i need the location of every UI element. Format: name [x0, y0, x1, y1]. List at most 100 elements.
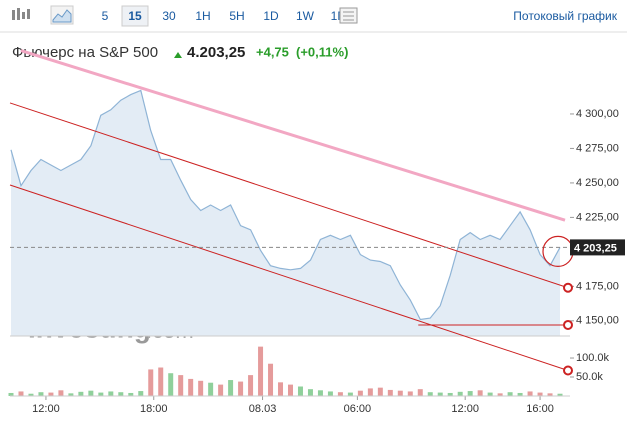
- volume-bar: [437, 392, 443, 396]
- x-tick-label: 16:00: [526, 403, 554, 415]
- interval-button[interactable]: 15: [128, 9, 142, 23]
- volume-bar: [38, 392, 44, 396]
- y-tick-label: 4 175,00: [576, 280, 619, 292]
- volume-bar: [317, 390, 323, 396]
- volume-bar: [307, 389, 313, 396]
- instrument-title: Фьючерс на S&P 500: [12, 44, 158, 61]
- price: 4.203,25: [187, 44, 245, 61]
- volume-bar: [447, 392, 453, 396]
- volume-bar: [527, 391, 533, 396]
- volume-bar: [108, 391, 114, 396]
- area-icon[interactable]: [50, 5, 74, 25]
- volume-bar: [138, 391, 144, 396]
- last-price-label: 4 203,25: [574, 242, 617, 254]
- y-tick-label: 4 250,00: [576, 177, 619, 189]
- up-arrow: [174, 52, 182, 58]
- change: +4,75: [256, 44, 289, 59]
- volume-bar: [258, 346, 264, 396]
- volume-bar: [537, 392, 543, 396]
- volume-bar: [347, 392, 353, 396]
- volume-bar: [547, 393, 553, 396]
- volume-bar: [427, 392, 433, 396]
- interval-button[interactable]: 1H: [195, 9, 210, 23]
- active-interval-bg: [121, 5, 149, 27]
- x-tick-label: 12:00: [32, 403, 60, 415]
- volume-bar: [218, 384, 224, 396]
- trend-line-handle[interactable]: [563, 365, 574, 376]
- y-tick-label: 4 275,00: [576, 142, 619, 154]
- volume-bar: [268, 363, 274, 396]
- last-price-box: [570, 239, 625, 256]
- volume-bar: [457, 391, 463, 396]
- volume-bar: [507, 392, 513, 396]
- volume-bar: [387, 389, 393, 396]
- volume-bar: [337, 392, 343, 396]
- change-percent: (+0,11%): [296, 44, 348, 59]
- volume-bar: [248, 375, 254, 396]
- trend-line: [9, 102, 569, 289]
- volume-bar: [8, 392, 14, 396]
- x-tick-label: 18:00: [140, 403, 168, 415]
- volume-bar: [98, 392, 104, 396]
- volume-bar: [18, 391, 24, 396]
- volume-bar: [198, 380, 204, 396]
- stream-button[interactable]: Потоковый график: [513, 9, 617, 23]
- volume-bar: [377, 387, 383, 396]
- volume-bar: [407, 391, 413, 396]
- volume-bar: [477, 390, 483, 396]
- price-area: [10, 90, 561, 336]
- volume-bar: [148, 369, 154, 396]
- volume-bar: [288, 384, 293, 396]
- y-tick-label: 4 300,00: [576, 108, 619, 120]
- volume-bar: [78, 391, 84, 396]
- volume-bar: [327, 391, 333, 396]
- x-tick-label: 08.03: [249, 403, 277, 415]
- volume-bar: [297, 386, 303, 396]
- volume-bar: [278, 382, 284, 396]
- interval-buttons: 5 15 30 1H 5H 1D 1W 1M: [102, 5, 347, 27]
- trend-line: [20, 49, 566, 222]
- volume-bar: [168, 373, 174, 396]
- volume-bar: [48, 392, 54, 396]
- trend-line: [9, 184, 569, 371]
- interval-button[interactable]: 30: [162, 9, 176, 23]
- volume-bar: [417, 389, 423, 396]
- price-line: [10, 89, 561, 321]
- trend-line-handle[interactable]: [563, 282, 574, 293]
- x-tick-label: 12:00: [451, 403, 479, 415]
- volume-bar: [228, 380, 234, 396]
- volume-bar: [487, 392, 493, 396]
- interval-button[interactable]: 5: [102, 9, 109, 23]
- volume-bar: [158, 367, 164, 396]
- volume-bar: [467, 391, 473, 396]
- volume-bar: [28, 393, 34, 396]
- interval-button[interactable]: 1W: [296, 9, 315, 23]
- volume-bar: [68, 393, 74, 396]
- x-tick-label: 06:00: [344, 403, 372, 415]
- y2-tick-label: 100.0k: [576, 352, 610, 364]
- volume-bar: [357, 390, 363, 396]
- y-tick-label: 4 225,00: [576, 211, 619, 223]
- interval-button[interactable]: 5H: [229, 9, 244, 23]
- volume-bar: [58, 390, 64, 396]
- volume-bar: [178, 375, 184, 396]
- volume-bar: [397, 390, 403, 396]
- volume-bar: [118, 392, 124, 396]
- volume-bar: [517, 392, 523, 396]
- volume-bar: [88, 390, 94, 396]
- y-tick-label: 4 150,00: [576, 315, 619, 327]
- trend-line-handle[interactable]: [563, 319, 574, 330]
- settings-icon[interactable]: [339, 7, 358, 24]
- volume-bar: [208, 382, 214, 396]
- volume-bar: [497, 393, 503, 396]
- candle-icon[interactable]: [12, 8, 30, 20]
- volume-bar: [188, 378, 194, 396]
- volume-bar: [367, 388, 373, 396]
- volume-bar: [128, 392, 134, 396]
- volume-bar: [238, 381, 244, 396]
- interval-button[interactable]: 1D: [263, 9, 279, 23]
- volume-bar: [557, 393, 563, 396]
- y2-tick-label: 50.0k: [576, 371, 603, 383]
